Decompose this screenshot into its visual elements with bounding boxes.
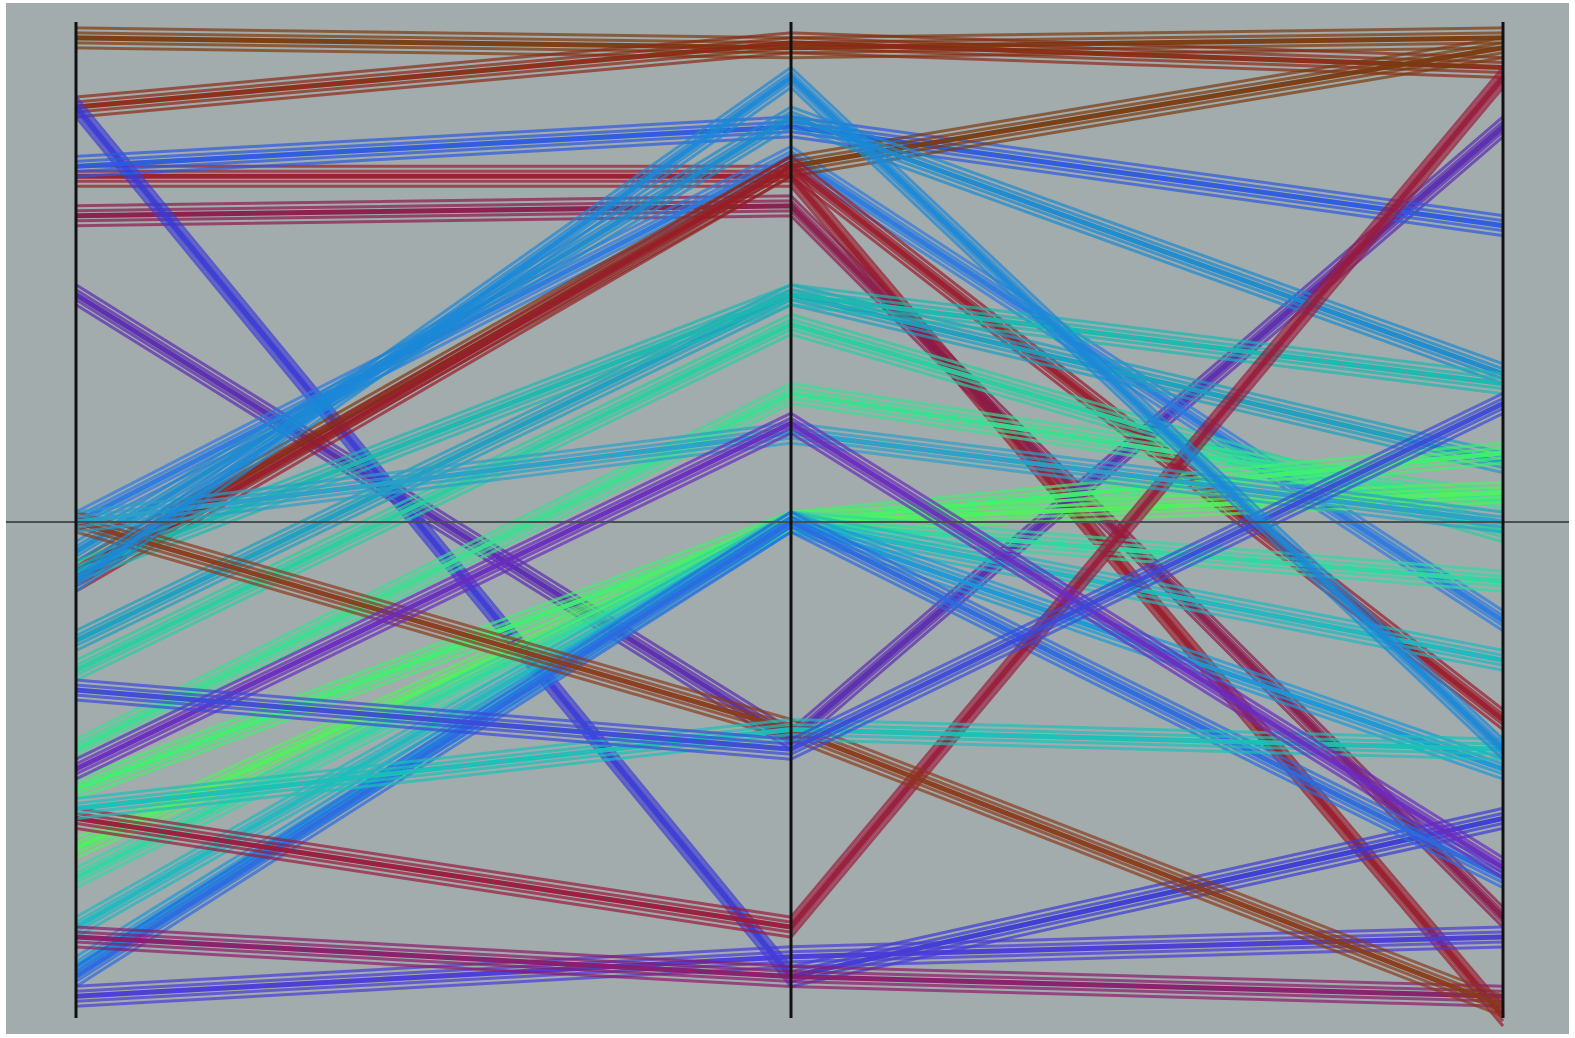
axis-layer: [74, 22, 1505, 1018]
